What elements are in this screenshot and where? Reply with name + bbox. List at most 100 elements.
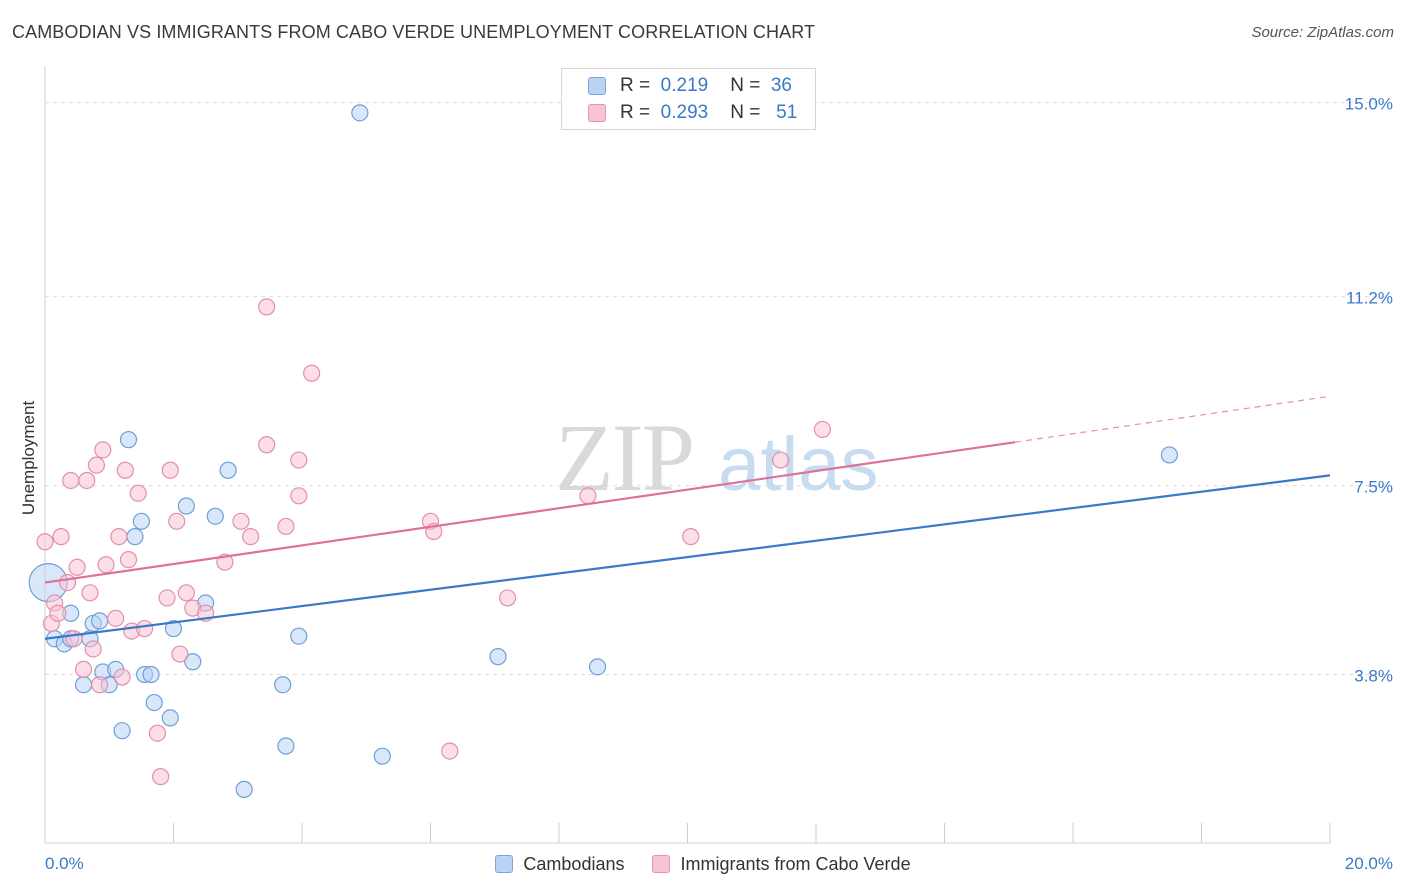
cabo-verde-point: [119, 551, 138, 569]
cabo-verde-point: [110, 528, 128, 546]
y-tick-label: 3.8%: [1354, 667, 1393, 686]
cambodians-point: [177, 497, 195, 515]
cambodians-point: [351, 104, 369, 122]
cambodians-point: [1160, 446, 1178, 464]
cambodians-point: [219, 461, 237, 479]
cabo-verde-point: [116, 461, 134, 479]
pink-swatch-icon: [588, 104, 606, 122]
cabo-verde-point: [579, 487, 597, 505]
cabo-verde-r-value: 0.293: [660, 102, 709, 123]
cabo-verde-point: [242, 528, 260, 546]
cabo-verde-point: [171, 645, 189, 663]
cabo-verde-point: [290, 451, 308, 469]
cabo-verde-trend-line: [44, 441, 1016, 584]
legend-label-cabo-verde: Immigrants from Cabo Verde: [680, 853, 911, 874]
cabo-verde-point: [813, 420, 832, 439]
cabo-verde-point: [290, 487, 308, 505]
cabo-verde-point: [303, 364, 321, 382]
cabo-verde-point: [148, 724, 167, 742]
cambodians-n-value: 36: [770, 75, 792, 96]
stats-legend: R = 0.219 N = 36 R = 0.293 N = 51: [561, 68, 816, 130]
svg-text:atlas: atlas: [718, 422, 879, 507]
cabo-verde-point: [152, 768, 170, 786]
cambodians-trend-line: [44, 474, 1331, 640]
cabo-verde-point: [94, 441, 112, 459]
cabo-verde-point: [113, 668, 131, 686]
cabo-verde-point: [177, 584, 195, 602]
cambodians-point: [145, 693, 163, 712]
cabo-verde-point: [107, 609, 125, 627]
cambodians-point: [119, 431, 138, 449]
stats-legend-row-cabo-verde: R = 0.293 N = 51: [588, 100, 797, 126]
cabo-verde-point: [84, 640, 102, 658]
cambodians-point: [290, 627, 308, 645]
y-tick-label: 11.2%: [1346, 289, 1393, 308]
cambodians-point: [184, 653, 202, 671]
cabo-verde-point: [258, 298, 276, 316]
x-tick-label: 20.0%: [1345, 854, 1393, 873]
n-label: N =: [730, 75, 771, 96]
cabo-verde-point: [97, 556, 115, 574]
cabo-verde-point: [87, 456, 106, 474]
cabo-verde-point: [91, 676, 109, 694]
cambodians-point: [132, 512, 150, 530]
stats-legend-row-cambodians: R = 0.219 N = 36: [588, 73, 792, 99]
cabo-verde-point: [81, 584, 99, 602]
cabo-verde-point: [65, 630, 83, 648]
n-label: N =: [730, 102, 777, 123]
cabo-verde-point: [135, 619, 154, 638]
cambodians-point: [235, 780, 253, 798]
cambodians-point: [161, 709, 179, 727]
legend-label-cambodians: Cambodians: [523, 853, 625, 874]
cabo-verde-point: [78, 471, 96, 490]
cambodians-point: [277, 737, 295, 755]
cabo-verde-point: [258, 436, 276, 454]
pink-swatch-icon: [652, 855, 671, 873]
legend-item-cambodians: Cambodians: [495, 854, 624, 875]
cabo-verde-point: [49, 604, 67, 622]
legend-item-cabo-verde: Immigrants from Cabo Verde: [652, 853, 911, 875]
cabo-verde-point: [441, 742, 459, 760]
y-tick-label: 7.5%: [1354, 478, 1393, 497]
svg-text:ZIP: ZIP: [555, 404, 693, 511]
cambodians-point: [206, 507, 224, 525]
cabo-verde-point: [158, 589, 176, 607]
grid-layer: [45, 102, 1388, 676]
cabo-verde-n-value: 51: [776, 102, 798, 123]
points-layer: [28, 104, 1178, 798]
cabo-verde-trend-extension: [1015, 395, 1331, 443]
cambodians-point: [126, 528, 144, 546]
chart-source: Source: ZipAtlas.com: [1251, 24, 1394, 41]
r-label: R =: [620, 75, 661, 96]
cabo-verde-point: [682, 528, 700, 546]
cambodians-point: [489, 648, 507, 666]
trend-layer: [44, 395, 1331, 640]
cabo-verde-point: [772, 451, 790, 469]
cabo-verde-point: [161, 461, 179, 479]
cabo-verde-point: [58, 573, 77, 592]
cambodians-point: [91, 612, 109, 630]
r-label: R =: [620, 102, 661, 123]
label-layer: 3.8% 7.5% 11.2% 15.0% 0.0% 20.0% Unemployment: [19, 95, 1393, 873]
cabo-verde-point: [74, 660, 93, 678]
cabo-verde-point: [277, 517, 295, 536]
cambodians-r-value: 0.219: [660, 75, 709, 96]
axis-layer: [44, 66, 1331, 844]
cambodians-point: [142, 665, 160, 684]
cabo-verde-point: [129, 484, 147, 502]
x-tick-label: 0.0%: [45, 854, 84, 873]
cabo-verde-point: [36, 533, 54, 551]
cabo-verde-point: [52, 528, 70, 546]
cambodians-point: [373, 747, 391, 765]
cambodians-point: [113, 722, 131, 740]
cabo-verde-point: [232, 512, 250, 530]
y-tick-label: 15.0%: [1345, 95, 1393, 114]
watermark: ZIP atlas: [555, 404, 879, 511]
blue-swatch-icon: [588, 77, 606, 95]
cabo-verde-point: [499, 589, 517, 607]
cambodians-point: [74, 676, 93, 694]
blue-swatch-icon: [495, 855, 514, 873]
cambodians-point: [274, 676, 292, 694]
cambodians-point: [588, 658, 607, 676]
